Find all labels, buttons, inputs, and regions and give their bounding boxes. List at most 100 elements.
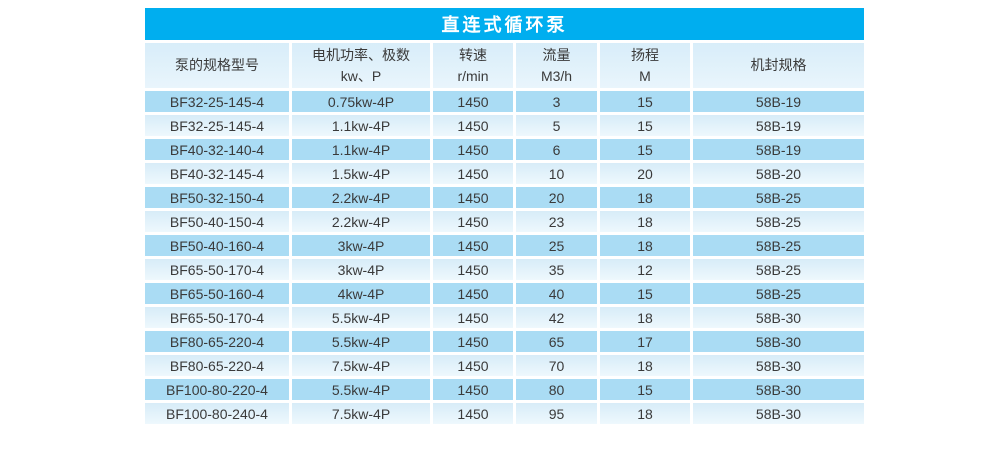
table-cell: 58B-30 [693, 355, 864, 376]
table-cell: 18 [600, 187, 690, 208]
table-cell: 58B-19 [693, 139, 864, 160]
table-cell: BF100-80-220-4 [145, 379, 289, 400]
table-cell: 1450 [433, 211, 513, 232]
table-cell: 18 [600, 307, 690, 328]
table-cell: 58B-30 [693, 307, 864, 328]
table-cell: 4kw-4P [292, 283, 430, 304]
table-cell: 58B-25 [693, 259, 864, 280]
table-row: BF80-65-220-4 5.5kw-4P 1450 65 17 58B-30 [145, 331, 864, 352]
table-cell: 1450 [433, 403, 513, 424]
table-cell: 58B-30 [693, 403, 864, 424]
table-cell: 18 [600, 235, 690, 256]
table-cell: 17 [600, 331, 690, 352]
table-cell: 58B-20 [693, 163, 864, 184]
header-line: kw、P [340, 67, 382, 84]
table-cell: 1450 [433, 91, 513, 112]
table-cell: BF40-32-140-4 [145, 139, 289, 160]
table-cell: 58B-19 [693, 115, 864, 136]
table-cell: 58B-25 [693, 211, 864, 232]
table-cell: 3 [516, 91, 597, 112]
table-cell: 1.1kw-4P [292, 115, 430, 136]
table-cell: 42 [516, 307, 597, 328]
table-cell: BF32-25-145-4 [145, 91, 289, 112]
table-cell: 1450 [433, 115, 513, 136]
table-cell: 15 [600, 379, 690, 400]
table-cell: 20 [516, 187, 597, 208]
table-cell: 7.5kw-4P [292, 355, 430, 376]
table-cell: 58B-19 [693, 91, 864, 112]
table-cell: 2.2kw-4P [292, 187, 430, 208]
title-row: 直连式循环泵 [145, 8, 864, 40]
table-cell: 18 [600, 211, 690, 232]
table-cell: 5.5kw-4P [292, 331, 430, 352]
header-line: 流量 [542, 47, 571, 64]
table-cell: 5 [516, 115, 597, 136]
column-header-flow: 流量 M3/h [516, 43, 597, 88]
column-header-head: 扬程 M [600, 43, 690, 88]
table-row: BF80-65-220-4 7.5kw-4P 1450 70 18 58B-30 [145, 355, 864, 376]
table-cell: 1450 [433, 235, 513, 256]
table-cell: 95 [516, 403, 597, 424]
table-cell: 58B-25 [693, 187, 864, 208]
header-line: r/min [457, 67, 489, 84]
table-cell: 1450 [433, 331, 513, 352]
table-cell: 1.5kw-4P [292, 163, 430, 184]
table-cell: 25 [516, 235, 597, 256]
table-cell: BF80-65-220-4 [145, 331, 289, 352]
table-row: BF65-50-170-4 5.5kw-4P 1450 42 18 58B-30 [145, 307, 864, 328]
table-cell: 1450 [433, 307, 513, 328]
table-cell: BF100-80-240-4 [145, 403, 289, 424]
table-cell: 58B-25 [693, 283, 864, 304]
table-cell: 1450 [433, 163, 513, 184]
table-cell: 23 [516, 211, 597, 232]
header-line: M3/h [540, 67, 573, 84]
table-row: BF65-50-170-4 3kw-4P 1450 35 12 58B-25 [145, 259, 864, 280]
table-cell: 35 [516, 259, 597, 280]
table-cell: BF65-50-160-4 [145, 283, 289, 304]
table-cell: 12 [600, 259, 690, 280]
table-row: BF100-80-240-4 7.5kw-4P 1450 95 18 58B-30 [145, 403, 864, 424]
table-row: BF100-80-220-4 5.5kw-4P 1450 80 15 58B-30 [145, 379, 864, 400]
table-cell: 1450 [433, 187, 513, 208]
table-cell: 58B-25 [693, 235, 864, 256]
table-cell: 5.5kw-4P [292, 307, 430, 328]
table-row: BF32-25-145-4 1.1kw-4P 1450 5 15 58B-19 [145, 115, 864, 136]
table-row: BF32-25-145-4 0.75kw-4P 1450 3 15 58B-19 [145, 91, 864, 112]
table-row: BF50-40-150-4 2.2kw-4P 1450 23 18 58B-25 [145, 211, 864, 232]
table-cell: BF65-50-170-4 [145, 259, 289, 280]
header-line: 泵的规格型号 [175, 57, 259, 74]
table-cell: 15 [600, 283, 690, 304]
table-row: BF40-32-140-4 1.1kw-4P 1450 6 15 58B-19 [145, 139, 864, 160]
spec-table-container: 直连式循环泵 泵的规格型号 电机功率、极数 kw、P 转速 r/min 流量 M… [142, 5, 867, 427]
table-cell: 15 [600, 115, 690, 136]
table-title: 直连式循环泵 [145, 8, 864, 40]
table-cell: BF40-32-145-4 [145, 163, 289, 184]
table-cell: 18 [600, 355, 690, 376]
table-cell: 65 [516, 331, 597, 352]
table-body: BF32-25-145-4 0.75kw-4P 1450 3 15 58B-19 BF32-… [145, 91, 864, 424]
table-cell: BF65-50-170-4 [145, 307, 289, 328]
table-cell: 18 [600, 403, 690, 424]
table-row: BF50-32-150-4 2.2kw-4P 1450 20 18 58B-25 [145, 187, 864, 208]
table-row: BF40-32-145-4 1.5kw-4P 1450 10 20 58B-20 [145, 163, 864, 184]
table-row: BF50-40-160-4 3kw-4P 1450 25 18 58B-25 [145, 235, 864, 256]
table-cell: 80 [516, 379, 597, 400]
header-line: 转速 [459, 47, 487, 64]
pump-spec-table: 直连式循环泵 泵的规格型号 电机功率、极数 kw、P 转速 r/min 流量 M… [142, 5, 867, 427]
table-row: BF65-50-160-4 4kw-4P 1450 40 15 58B-25 [145, 283, 864, 304]
table-cell: BF50-40-150-4 [145, 211, 289, 232]
table-cell: 3kw-4P [292, 259, 430, 280]
table-cell: BF80-65-220-4 [145, 355, 289, 376]
table-cell: 0.75kw-4P [292, 91, 430, 112]
header-line: 电机功率、极数 [312, 47, 410, 64]
table-cell: 7.5kw-4P [292, 403, 430, 424]
table-cell: 1.1kw-4P [292, 139, 430, 160]
header-row: 泵的规格型号 电机功率、极数 kw、P 转速 r/min 流量 M3/h 扬程 [145, 43, 864, 88]
header-line: 机封规格 [750, 57, 807, 74]
table-cell: 2.2kw-4P [292, 211, 430, 232]
column-header-speed: 转速 r/min [433, 43, 513, 88]
table-cell: 20 [600, 163, 690, 184]
header-line: 扬程 [631, 47, 659, 64]
table-cell: 1450 [433, 139, 513, 160]
table-cell: 1450 [433, 355, 513, 376]
